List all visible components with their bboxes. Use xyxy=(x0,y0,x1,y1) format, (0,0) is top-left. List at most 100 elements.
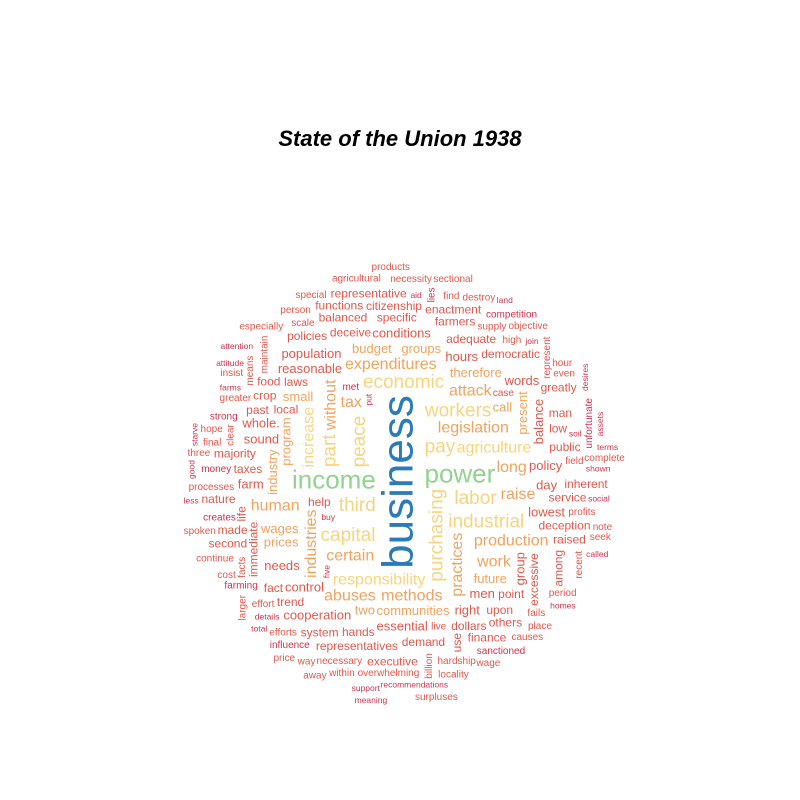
word-majority: majority xyxy=(214,447,256,461)
word-fails: fails xyxy=(527,608,545,619)
word-representative: representative xyxy=(331,286,407,300)
word-call: call xyxy=(493,399,513,414)
word-away: away xyxy=(303,670,326,681)
word-food: food xyxy=(257,375,280,389)
word-join: join xyxy=(524,336,539,346)
word-right: right xyxy=(455,603,481,618)
word-industries: industries xyxy=(303,509,320,577)
word-hope: hope xyxy=(201,424,224,435)
word-agriculture: agriculture xyxy=(457,439,532,456)
word-demand: demand xyxy=(402,635,445,649)
word-complete: complete xyxy=(584,453,625,464)
word-support: support xyxy=(352,683,381,693)
word-program: program xyxy=(279,417,294,465)
word-field: field xyxy=(565,456,583,467)
word-period: period xyxy=(549,588,577,599)
word-labor: labor xyxy=(454,488,497,509)
word-farms: farms xyxy=(220,382,241,392)
word-hands: hands xyxy=(342,625,375,639)
word-reasonable: reasonable xyxy=(278,361,342,376)
word-effort: effort xyxy=(252,599,275,610)
word-business: business xyxy=(374,395,423,569)
word-without: without xyxy=(323,379,340,431)
word-practices: practices xyxy=(449,533,466,597)
word-desires: desires xyxy=(580,364,590,391)
word-within: within xyxy=(328,668,355,679)
word-words: words xyxy=(504,373,540,388)
word-farmers: farmers xyxy=(435,315,476,329)
word-capital: capital xyxy=(321,525,376,546)
word-nature: nature xyxy=(202,492,236,506)
word-causes: causes xyxy=(511,632,543,643)
word-sanctioned: sanctioned xyxy=(477,646,525,657)
word-social: social xyxy=(588,493,610,503)
word-third: third xyxy=(339,495,376,516)
word-small: small xyxy=(283,389,313,404)
word-policy: policy xyxy=(529,458,563,473)
word-increase: increase xyxy=(301,407,318,468)
word-immediate: immediate xyxy=(247,521,261,577)
word-men: men xyxy=(470,586,495,601)
word-man: man xyxy=(549,406,572,420)
word-place: place xyxy=(528,621,552,632)
word-made: made xyxy=(218,523,248,537)
word-aid: aid xyxy=(410,290,422,300)
word-attitude: attitude xyxy=(216,358,244,368)
word-hour: hour xyxy=(552,358,573,369)
word-processes: processes xyxy=(189,482,235,493)
word-use: use xyxy=(450,633,464,653)
word-life: life xyxy=(234,506,248,522)
word-objective: objective xyxy=(508,321,548,332)
word-billion: billion xyxy=(424,653,435,679)
word-scale: scale xyxy=(291,318,315,329)
word-raise: raise xyxy=(501,486,536,503)
word-deceive: deceive xyxy=(330,326,372,340)
word-enactment: enactment xyxy=(425,303,482,317)
word-point: point xyxy=(498,587,525,601)
word-destroy: destroy xyxy=(463,292,496,303)
word-farm: farm xyxy=(238,477,264,492)
word-democratic: democratic xyxy=(481,347,540,361)
word-attack: attack xyxy=(449,382,493,399)
word-competition: competition xyxy=(486,309,537,320)
word-balance: balance xyxy=(531,399,546,445)
word-wage: wage xyxy=(475,658,500,669)
word-five: five xyxy=(321,565,331,579)
word-peace: peace xyxy=(349,416,370,468)
word-legislation: legislation xyxy=(438,420,509,437)
chart-title: State of the Union 1938 xyxy=(278,126,522,151)
word-system: system xyxy=(301,625,339,639)
word-products: products xyxy=(372,262,410,273)
word-industrial: industrial xyxy=(448,511,524,532)
word-sectional: sectional xyxy=(433,274,472,285)
word-expenditures: expenditures xyxy=(345,356,437,373)
word-strong: strong xyxy=(210,412,238,423)
word-policies: policies xyxy=(287,329,327,343)
word-locality: locality xyxy=(438,669,469,680)
word-continue: continue xyxy=(196,553,234,564)
word-group: group xyxy=(512,552,527,585)
word-case: case xyxy=(493,388,515,399)
word-workers: workers xyxy=(424,401,492,422)
word-service: service xyxy=(548,490,586,504)
word-balanced: balanced xyxy=(319,311,368,325)
word-dollars: dollars xyxy=(451,619,486,633)
word-prices: prices xyxy=(264,534,299,549)
word-finance: finance xyxy=(468,631,507,645)
word-abuses: abuses xyxy=(324,587,376,604)
word-raised: raised xyxy=(553,533,586,547)
word-represent: represent xyxy=(542,336,553,378)
word-local: local xyxy=(274,403,299,417)
word-groups: groups xyxy=(401,341,441,356)
word-part: part xyxy=(319,434,340,467)
word-work: work xyxy=(476,553,512,570)
word-needs: needs xyxy=(264,558,300,573)
word-conditions: conditions xyxy=(372,325,431,340)
word-soil: soil xyxy=(569,428,582,438)
word-fact: fact xyxy=(264,581,284,595)
word-starve: starve xyxy=(190,423,200,446)
word-lies: lies xyxy=(427,287,438,302)
word-insist: insist xyxy=(220,368,243,379)
word-income: income xyxy=(292,465,376,495)
word-therefore: therefore xyxy=(450,365,502,380)
